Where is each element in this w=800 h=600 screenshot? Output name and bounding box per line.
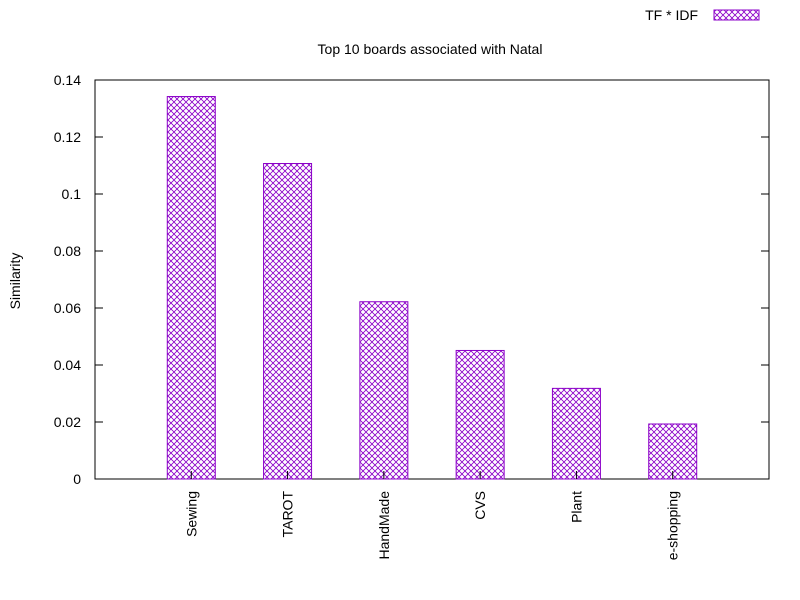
bar-e-shopping xyxy=(648,423,698,480)
y-tick-label: 0.14 xyxy=(54,72,81,88)
y-tick-label: 0.06 xyxy=(54,300,81,316)
y-tick-label: 0 xyxy=(73,471,81,487)
legend-label: TF * IDF xyxy=(645,7,698,23)
x-tick-label: HandMade xyxy=(376,491,392,560)
chart-title: Top 10 boards associated with Natal xyxy=(318,41,543,57)
y-tick-label: 0.1 xyxy=(62,186,82,202)
y-tick-label: 0.12 xyxy=(54,129,81,145)
y-tick-label: 0.08 xyxy=(54,243,81,259)
y-axis: 0 0.02 0.04 0.06 0.08 0.1 0.12 0.14 xyxy=(54,72,769,487)
bar-cvs xyxy=(455,349,505,480)
legend-swatch xyxy=(713,9,760,21)
x-tick-label: CVS xyxy=(472,491,488,520)
x-tick-label: e-shopping xyxy=(665,491,681,560)
legend: TF * IDF xyxy=(645,7,760,23)
x-tick-label: TAROT xyxy=(280,491,296,538)
bar-plant xyxy=(551,387,601,480)
y-tick-label: 0.04 xyxy=(54,357,81,373)
bar-handmade xyxy=(359,301,409,480)
bar-tarot xyxy=(263,163,313,480)
bars xyxy=(166,96,698,480)
x-tick-label: Plant xyxy=(568,491,584,523)
y-tick-label: 0.02 xyxy=(54,414,81,430)
plot-area-frame xyxy=(94,79,770,480)
x-tick-label: Sewing xyxy=(183,491,199,537)
bar-sewing xyxy=(166,96,216,480)
x-axis: Sewing TAROT HandMade CVS Plant e-shopping xyxy=(183,471,681,560)
y-axis-label: Similarity xyxy=(7,253,23,310)
